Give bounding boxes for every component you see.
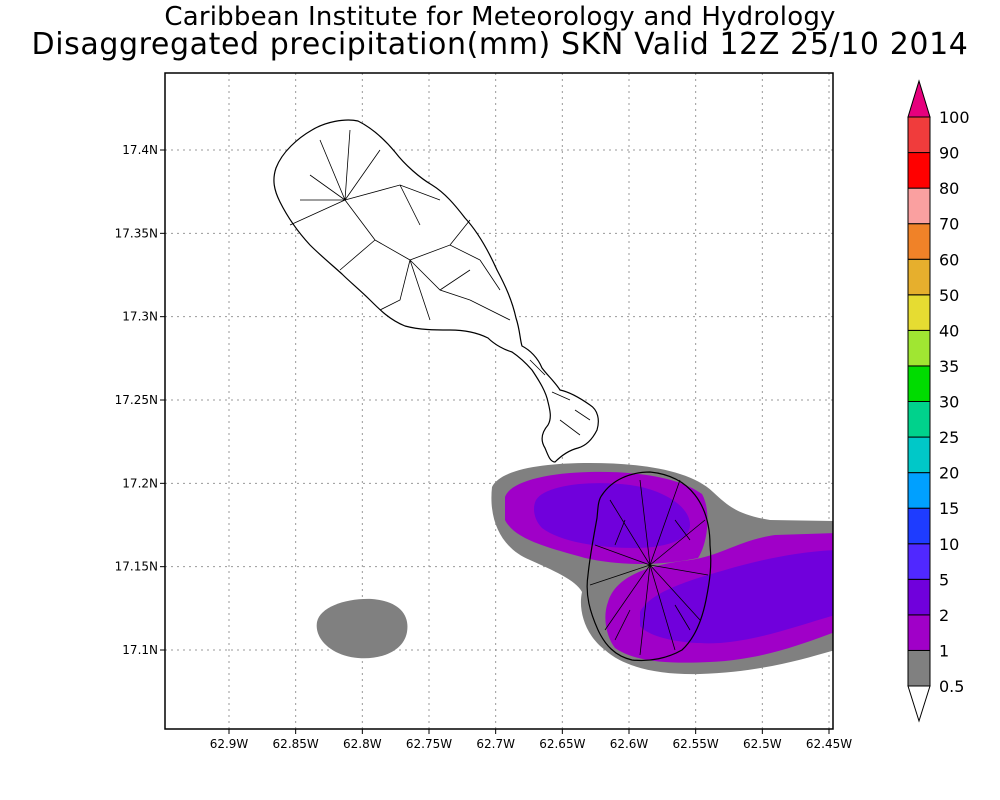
y-tick-label: 17.1N bbox=[122, 643, 158, 657]
colorbar-high-arrow bbox=[907, 79, 931, 118]
st-kitts-coastline bbox=[273, 119, 599, 463]
x-tick-label: 62.85W bbox=[273, 737, 319, 751]
title-line-2: Disaggregated precipitation(mm) SKN Vali… bbox=[31, 27, 969, 62]
y-tick-label: 17.3N bbox=[122, 310, 158, 324]
y-tick-label: 17.4N bbox=[122, 143, 158, 157]
colorbar-swatch bbox=[907, 258, 931, 296]
y-tick-label: 17.25N bbox=[115, 393, 158, 407]
st-kitts-watersheds bbox=[289, 129, 591, 436]
colorbar-swatch bbox=[907, 649, 931, 687]
colorbar-swatch bbox=[907, 401, 931, 438]
colorbar-label: 20 bbox=[939, 464, 959, 483]
colorbar-swatch bbox=[907, 329, 931, 367]
nevis-coastline bbox=[586, 471, 712, 662]
colorbar-label: 2 bbox=[939, 606, 949, 625]
colorbar-swatch bbox=[907, 152, 931, 189]
colorbar-low-arrow bbox=[907, 685, 931, 723]
axis-ticks: 62.9W 62.85W 62.8W 62.75W 62.7W 62.65W 62.6W 62… bbox=[115, 143, 853, 751]
colorbar-label: 90 bbox=[939, 144, 959, 163]
colorbar-label: 35 bbox=[939, 357, 959, 376]
x-tick-label: 62.65W bbox=[539, 737, 585, 751]
colorbar-swatch bbox=[907, 116, 931, 154]
x-tick-label: 62.7W bbox=[476, 737, 515, 751]
x-tick-label: 62.6W bbox=[610, 737, 649, 751]
colorbar-swatch bbox=[907, 472, 931, 509]
colorbar-label: 25 bbox=[939, 428, 959, 447]
y-tick-label: 17.35N bbox=[115, 226, 158, 240]
colorbar-swatch bbox=[907, 507, 931, 545]
colorbar-label: 80 bbox=[939, 179, 959, 198]
colorbar-label: 30 bbox=[939, 393, 959, 412]
colorbar-label: 1 bbox=[939, 641, 949, 660]
precip-core-south-2 bbox=[640, 550, 833, 644]
x-tick-label: 62.75W bbox=[406, 737, 452, 751]
y-tick-label: 17.15N bbox=[115, 560, 158, 574]
colorbar-label: 5 bbox=[939, 570, 949, 589]
y-tick-label: 17.2N bbox=[122, 476, 158, 490]
precip-shading bbox=[316, 463, 833, 675]
x-tick-label: 62.55W bbox=[673, 737, 719, 751]
colorbar-swatch bbox=[907, 294, 931, 331]
colorbar-label: 70 bbox=[939, 215, 959, 234]
colorbar-label: 100 bbox=[939, 108, 970, 127]
nevis-watersheds bbox=[589, 479, 709, 656]
colorbar-swatch bbox=[907, 436, 931, 474]
colorbar-label: 0.5 bbox=[939, 677, 964, 696]
x-tick-label: 62.5W bbox=[743, 737, 782, 751]
colorbar-swatch bbox=[907, 614, 931, 651]
colorbar-label: 15 bbox=[939, 499, 959, 518]
colorbar-label: 10 bbox=[939, 535, 959, 554]
plot-frame bbox=[164, 72, 834, 730]
x-tick-label: 62.8W bbox=[343, 737, 382, 751]
precip-zone-west-0.5 bbox=[316, 598, 408, 659]
colorbar-swatch bbox=[907, 223, 931, 260]
x-tick-label: 62.9W bbox=[210, 737, 249, 751]
colorbar-label: 50 bbox=[939, 286, 959, 305]
colorbar-swatch bbox=[907, 543, 931, 580]
colorbar-swatch bbox=[907, 365, 931, 402]
x-tick-label: 62.45W bbox=[806, 737, 852, 751]
precip-core-north-2 bbox=[534, 483, 690, 548]
colorbar-label: 60 bbox=[939, 250, 959, 269]
colorbar-label: 40 bbox=[939, 321, 959, 340]
colorbar-swatch bbox=[907, 187, 931, 225]
title-line-1: Caribbean Institute for Meteorology and … bbox=[164, 2, 836, 32]
colorbar-swatch bbox=[907, 578, 931, 616]
